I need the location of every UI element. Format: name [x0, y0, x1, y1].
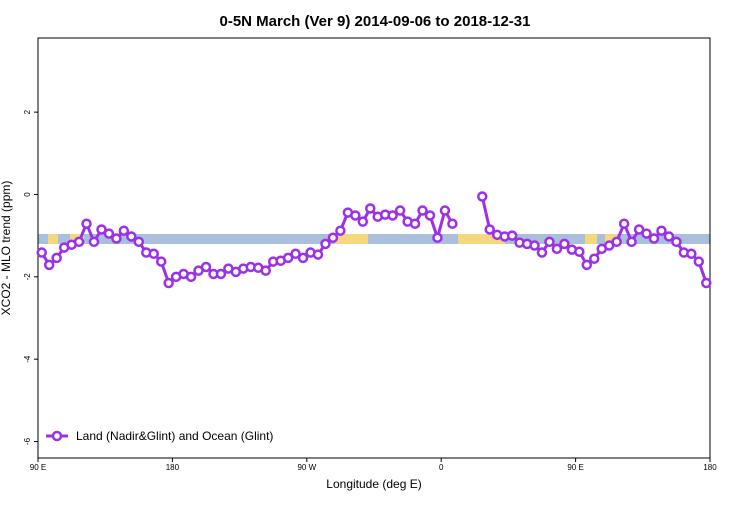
point	[529, 240, 540, 251]
point	[648, 233, 660, 244]
x-tick-label: 90 E	[30, 463, 46, 472]
point	[611, 236, 622, 248]
point	[641, 228, 652, 239]
x-axis-label: Longitude (deg E)	[326, 477, 421, 491]
point	[663, 231, 675, 242]
point	[155, 256, 167, 267]
point	[260, 265, 271, 276]
point	[282, 252, 294, 264]
point	[350, 210, 361, 221]
x-tick-label: 90 E	[567, 463, 583, 472]
point	[686, 248, 697, 260]
y-axis-label: XCO2 - MLO trend (ppm)	[0, 181, 13, 316]
point	[200, 261, 212, 273]
point	[103, 228, 115, 239]
point	[96, 224, 107, 235]
point	[506, 230, 518, 241]
legend-label: Land (Nadir&Glint) and Ocean (Glint)	[76, 429, 273, 443]
point	[693, 256, 705, 267]
point	[439, 205, 451, 216]
point	[290, 248, 301, 260]
point	[551, 243, 563, 255]
point	[73, 236, 85, 248]
x-tick-label: 90 W	[297, 463, 316, 472]
land-band	[605, 234, 617, 244]
point	[357, 216, 369, 227]
x-tick-label: 180	[166, 463, 180, 472]
point	[163, 277, 174, 289]
point	[484, 224, 495, 235]
point	[701, 277, 712, 289]
point	[618, 218, 630, 229]
point	[394, 205, 406, 216]
point	[320, 238, 331, 250]
point	[417, 205, 428, 216]
point	[215, 268, 227, 280]
point	[297, 252, 309, 264]
point	[88, 236, 100, 248]
point	[312, 249, 324, 260]
ocean-band	[38, 234, 710, 244]
point	[477, 191, 488, 202]
plot-frame	[37, 37, 711, 459]
legend-marker	[51, 430, 63, 442]
y-tick-label: 0	[23, 192, 32, 197]
point	[126, 231, 137, 242]
x-tick-label: 180	[703, 463, 717, 472]
point	[409, 218, 421, 229]
y-tick-label: 2	[23, 109, 32, 114]
point	[43, 259, 55, 271]
point	[327, 232, 339, 243]
point	[574, 246, 585, 257]
point	[36, 247, 47, 258]
point	[581, 259, 593, 271]
land-band	[335, 234, 368, 244]
point	[118, 225, 130, 236]
point	[111, 233, 122, 244]
point	[81, 218, 92, 229]
point	[589, 253, 600, 264]
point	[432, 232, 443, 243]
x-tick-label: 0	[439, 463, 444, 472]
point	[424, 210, 436, 221]
point	[133, 236, 145, 248]
point	[365, 203, 376, 214]
point	[536, 247, 548, 258]
point	[185, 271, 197, 283]
y-tick-label: -6	[23, 437, 32, 445]
point	[447, 218, 458, 229]
y-tick-label: -4	[23, 355, 32, 363]
y-tick-label: -2	[23, 273, 32, 281]
point	[626, 236, 637, 248]
chart-title: 0-5N March (Ver 9) 2014-09-06 to 2018-12…	[219, 13, 530, 30]
point	[51, 252, 62, 264]
point	[559, 238, 570, 250]
land-band	[458, 234, 505, 244]
land-band	[48, 234, 58, 244]
point	[335, 225, 346, 236]
point	[656, 225, 667, 236]
point	[544, 236, 555, 248]
point	[633, 224, 645, 235]
point	[671, 236, 682, 248]
point	[148, 248, 159, 260]
land-band	[585, 234, 597, 244]
point	[387, 210, 398, 221]
